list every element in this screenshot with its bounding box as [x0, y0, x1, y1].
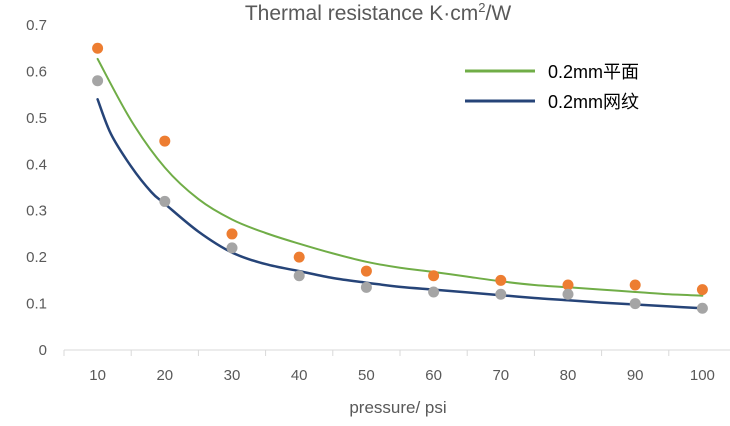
- data-point-series-2: [226, 242, 238, 254]
- x-tick-label: 80: [560, 367, 577, 384]
- x-tick-label: 30: [224, 367, 241, 384]
- data-point-series-1: [495, 274, 507, 286]
- y-tick-label: 0.5: [26, 110, 47, 127]
- y-tick-label: 0.4: [26, 156, 47, 173]
- data-point-series-1: [159, 135, 171, 147]
- data-point-series-2: [562, 288, 574, 300]
- trendline-series-1: [96, 57, 704, 297]
- x-tick-label: 50: [358, 367, 375, 384]
- y-tick-label: 0: [39, 342, 47, 359]
- x-tick-label: 100: [690, 367, 715, 384]
- x-tick-label: 90: [627, 367, 644, 384]
- y-tick-label: 0.2: [26, 249, 47, 266]
- data-point-series-2: [696, 302, 708, 314]
- data-point-series-1: [428, 270, 440, 282]
- trendline-series-2: [96, 98, 704, 310]
- data-point-series-1: [293, 251, 305, 263]
- data-point-series-2: [629, 298, 641, 310]
- x-tick-label: 20: [156, 367, 173, 384]
- data-point-series-2: [293, 270, 305, 282]
- x-tick-label: 70: [492, 367, 509, 384]
- data-point-series-1: [92, 42, 104, 54]
- chart-title-main: Thermal resistance K·cm: [245, 2, 478, 25]
- data-point-series-1: [696, 284, 708, 296]
- chart-title-superscript: 2: [478, 0, 485, 15]
- legend: 0.2mm平面 0.2mm网纹: [465, 62, 639, 112]
- data-point-series-1: [562, 279, 574, 291]
- data-point-series-2: [428, 286, 440, 298]
- y-tick-label: 0.6: [26, 63, 47, 80]
- data-point-series-2: [92, 75, 104, 87]
- legend-label: 0.2mm网纹: [548, 92, 639, 112]
- x-tick-label: 10: [89, 367, 106, 384]
- data-point-series-2: [495, 288, 507, 300]
- data-point-series-1: [226, 228, 238, 240]
- y-tick-label: 0.1: [26, 296, 47, 313]
- legend-label: 0.2mm平面: [548, 62, 639, 82]
- y-axis: 0 0.1 0.2 0.3 0.4 0.5 0.6 0.7: [26, 17, 47, 359]
- y-tick-label: 0.3: [26, 203, 47, 220]
- chart-title: Thermal resistance K·cm2/W: [245, 0, 511, 25]
- x-tick-label: 60: [425, 367, 442, 384]
- data-point-series-1: [360, 265, 372, 277]
- y-tick-label: 0.7: [26, 17, 47, 34]
- x-axis: 10 20 30 40 50 60 70 80 90 100: [63, 349, 730, 384]
- x-tick-label: 40: [291, 367, 308, 384]
- x-axis-title: pressure/ psi: [349, 398, 446, 417]
- data-point-series-1: [629, 279, 641, 291]
- chart-title-suffix: /W: [485, 2, 511, 25]
- data-point-series-2: [159, 195, 171, 207]
- data-point-series-2: [360, 281, 372, 293]
- plot-area: [92, 42, 708, 314]
